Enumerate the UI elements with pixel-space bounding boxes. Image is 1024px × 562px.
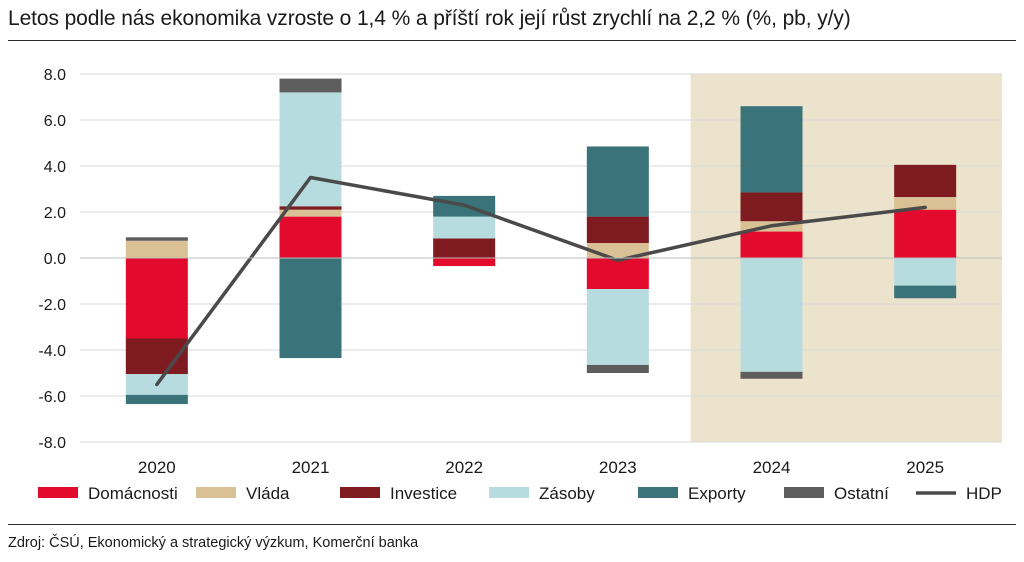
bar-segment-ostatní — [125, 237, 188, 241]
legend-label: Zásoby — [539, 484, 595, 503]
legend-swatch — [196, 487, 236, 498]
y-tick-label: -4.0 — [38, 343, 66, 360]
bar-segment-vláda — [894, 197, 957, 210]
bar-segment-domácnosti — [433, 258, 496, 267]
bar-segment-zásoby — [740, 258, 803, 372]
bar-segment-ostatní — [586, 364, 649, 373]
x-tick-label: 2024 — [753, 458, 791, 477]
x-tick-label: 2023 — [599, 458, 637, 477]
x-tick-label: 2025 — [906, 458, 944, 477]
bar-segment-domácnosti — [586, 258, 649, 290]
bar-segment-investice — [279, 206, 342, 210]
bar-segment-zásoby — [586, 289, 649, 365]
bar-segment-exporty — [740, 106, 803, 193]
legend: Domácnosti Vláda Investice Zásoby Exporty Ost… — [38, 484, 1002, 503]
bar-segment-investice — [586, 216, 649, 244]
legend-swatch — [38, 487, 78, 498]
legend-label: Domácnosti — [88, 484, 178, 503]
legend-label: HDP — [966, 484, 1002, 503]
y-tick-label: -6.0 — [38, 389, 66, 406]
bar-segment-investice — [740, 192, 803, 222]
legend-swatch — [638, 487, 678, 498]
legend-label: Vláda — [246, 484, 290, 503]
legend-swatch — [784, 487, 824, 498]
bar-segment-exporty — [586, 146, 649, 217]
gdp-line — [155, 175, 927, 387]
chart-title: Letos podle nás ekonomika vzroste o 1,4 … — [8, 7, 851, 30]
y-tick-label: 2.0 — [44, 205, 66, 222]
legend-swatch — [489, 487, 529, 498]
stacked-bar-chart: -8.0 -6.0 -4.0 -2.0 0.0 2.0 4.0 6.0 8.0 2020 2021 2… — [38, 67, 1002, 503]
bar-segment-vláda — [125, 240, 188, 258]
x-tick-label: 2020 — [138, 458, 176, 477]
y-tick-label: 8.0 — [44, 67, 66, 84]
y-tick-label: 4.0 — [44, 159, 66, 176]
axes: -8.0 -6.0 -4.0 -2.0 0.0 2.0 4.0 6.0 8.0 2020 2021 2… — [38, 67, 1002, 477]
bar-segment-exporty — [125, 394, 188, 405]
bar-segment-exporty — [279, 258, 342, 359]
bar-segment-domácnosti — [894, 209, 957, 258]
bar-segment-ostatní — [740, 371, 803, 379]
bar-segment-zásoby — [894, 258, 957, 286]
gdp-line-layer — [155, 175, 927, 387]
bar-segment-vláda — [279, 209, 342, 217]
y-tick-label: -8.0 — [38, 435, 66, 452]
bar-segment-zásoby — [433, 216, 496, 239]
bar-segment-domácnosti — [740, 231, 803, 258]
legend-label: Exporty — [688, 484, 746, 503]
bar-segment-exporty — [894, 285, 957, 299]
bar-segment-domácnosti — [279, 216, 342, 258]
bar-segment-investice — [894, 164, 957, 198]
source-note: Zdroj: ČSÚ, Ekonomický a strategický výz… — [8, 535, 419, 551]
bar-segment-investice — [433, 238, 496, 258]
bars — [125, 78, 957, 405]
legend-swatch — [340, 487, 380, 498]
y-tick-label: 0.0 — [44, 251, 66, 268]
legend-label: Ostatní — [834, 484, 889, 503]
x-tick-label: 2022 — [445, 458, 483, 477]
x-tick-label: 2021 — [292, 458, 330, 477]
bottom-divider — [8, 524, 1016, 525]
y-tick-label: 6.0 — [44, 113, 66, 130]
bar-segment-domácnosti — [125, 258, 188, 339]
y-tick-label: -2.0 — [38, 297, 66, 314]
legend-label: Investice — [390, 484, 457, 503]
bar-segment-zásoby — [279, 92, 342, 207]
top-divider — [8, 40, 1016, 41]
bar-segment-ostatní — [279, 78, 342, 93]
